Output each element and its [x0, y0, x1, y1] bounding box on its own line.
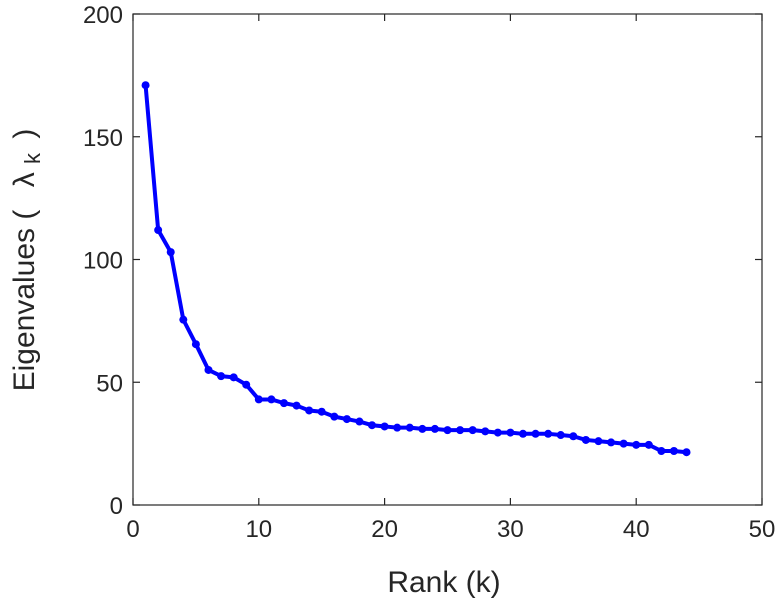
data-point — [267, 395, 276, 404]
data-point — [405, 423, 414, 432]
data-point — [518, 429, 527, 438]
axis-ticks: 0 10 20 30 40 50 0 50 100 150 200 — [83, 2, 775, 543]
data-point — [393, 423, 402, 432]
data-point — [418, 424, 427, 433]
x-tick-label: 40 — [623, 516, 650, 543]
data-point — [179, 315, 188, 324]
y-tick-label: 100 — [83, 248, 123, 275]
data-point — [430, 424, 439, 433]
data-point — [468, 426, 477, 435]
data-point — [544, 429, 553, 438]
data-series — [141, 81, 691, 457]
data-point — [632, 440, 641, 449]
data-point — [292, 401, 301, 410]
x-axis-title: Rank (k) — [387, 566, 500, 599]
data-point — [506, 428, 515, 437]
data-point — [493, 428, 502, 437]
y-axis-title-text: Eigenvalues ( — [8, 210, 41, 392]
y-tick-label: 0 — [110, 493, 123, 520]
data-point — [141, 81, 150, 90]
y-axis-title: Eigenvalues ( λ k ) — [8, 129, 47, 392]
data-point — [330, 412, 339, 421]
data-point — [380, 422, 389, 431]
data-point — [166, 248, 175, 257]
data-point — [305, 406, 314, 415]
x-tick-label: 0 — [126, 516, 139, 543]
data-point — [531, 429, 540, 438]
data-point — [355, 417, 364, 426]
data-point — [481, 427, 490, 436]
data-point — [569, 432, 578, 441]
data-point — [556, 431, 565, 440]
data-point — [443, 426, 452, 435]
data-point — [619, 439, 628, 448]
series-line — [143, 83, 689, 455]
x-tick-label: 10 — [245, 516, 272, 543]
data-point — [657, 446, 666, 455]
data-point — [594, 437, 603, 446]
y-tick-label: 150 — [83, 125, 123, 152]
data-point — [254, 395, 263, 404]
data-point — [644, 440, 653, 449]
x-tick-label: 30 — [497, 516, 524, 543]
data-point — [342, 415, 351, 424]
data-point — [279, 399, 288, 408]
data-point — [607, 438, 616, 447]
data-point — [217, 372, 226, 381]
y-axis-title-subscript: k — [20, 152, 45, 164]
x-tick-label: 20 — [371, 516, 398, 543]
data-point — [317, 407, 326, 416]
data-point — [456, 426, 465, 435]
data-point — [682, 448, 691, 457]
data-point — [229, 373, 238, 382]
data-point — [242, 380, 251, 389]
y-tick-label: 50 — [96, 370, 123, 397]
y-axis-title-lambda: λ — [8, 172, 41, 187]
y-axis-title-close: ) — [8, 129, 41, 139]
svg-text:Eigenvalues ( λ k: Eigenvalues ( λ k ) — [8, 129, 47, 392]
data-point — [669, 446, 678, 455]
x-tick-label: 50 — [749, 516, 776, 543]
data-point — [204, 365, 213, 374]
data-point — [154, 226, 163, 235]
data-point — [581, 435, 590, 444]
data-point — [191, 340, 200, 349]
y-tick-label: 200 — [83, 2, 123, 29]
data-point — [368, 421, 377, 430]
